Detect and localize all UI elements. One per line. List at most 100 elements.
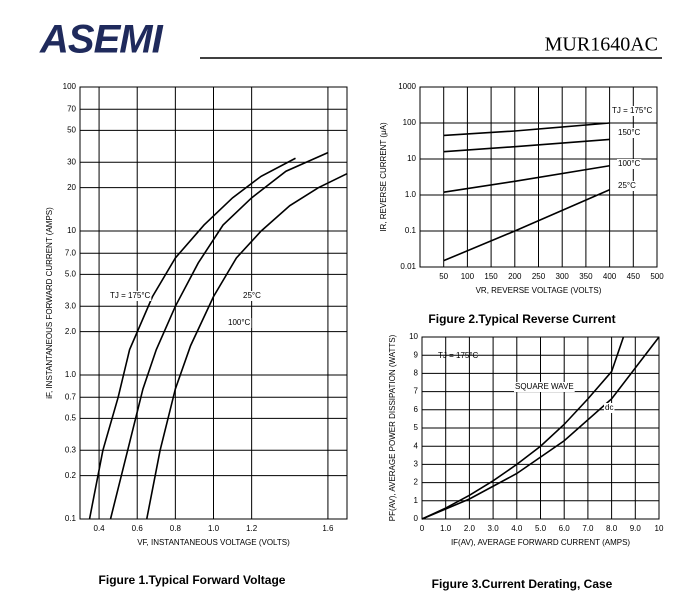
figure-caption: Figure 1.Typical Forward Voltage [99, 573, 286, 587]
y-tick-label: 0.1 [405, 226, 417, 235]
x-tick-label: 1.0 [208, 524, 220, 533]
x-tick-label: 50 [439, 272, 448, 281]
x-tick-label: 0.4 [94, 524, 106, 533]
x-tick-label: 5.0 [535, 524, 547, 533]
y-tick-label: 1.0 [405, 190, 417, 199]
y-tick-label: 10 [67, 226, 76, 235]
label-bg [611, 106, 654, 116]
x-tick-label: 250 [532, 272, 546, 281]
y-tick-label: 100 [403, 118, 417, 127]
series-label: 100°C [618, 159, 641, 168]
y-tick-label: 5 [414, 423, 419, 432]
y-tick-label: 0.1 [65, 514, 77, 523]
curve [109, 151, 329, 520]
series-label: 100°C [228, 318, 251, 327]
y-tick-label: 0.7 [65, 392, 77, 401]
x-tick-label: 100 [461, 272, 475, 281]
y-tick-label: 0.01 [400, 262, 416, 271]
y-tick-label: 70 [67, 104, 76, 113]
series-label: dc [605, 403, 613, 412]
label-bg [514, 382, 575, 392]
x-axis-label: VR, REVERSE VOLTAGE (VOLTS) [476, 286, 602, 295]
y-tick-label: 1 [414, 496, 419, 505]
y-tick-label: 0.2 [65, 471, 77, 480]
x-axis-label: IF(AV), AVERAGE FORWARD CURRENT (AMPS) [451, 538, 630, 547]
y-tick-label: 0.3 [65, 445, 77, 454]
x-tick-label: 4.0 [511, 524, 523, 533]
curve [421, 336, 660, 520]
y-tick-label: 10 [407, 154, 416, 163]
y-tick-label: 0.5 [65, 413, 77, 422]
x-tick-label: 500 [650, 272, 664, 281]
x-axis-label: VF, INSTANTANEOUS VOLTAGE (VOLTS) [137, 538, 290, 547]
y-tick-label: 7.0 [65, 248, 77, 257]
y-tick-label: 20 [67, 183, 76, 192]
y-tick-label: 5.0 [65, 269, 77, 278]
curve [443, 189, 610, 262]
label-bg [617, 159, 642, 169]
y-tick-label: 9 [414, 350, 419, 359]
y-tick-label: 1000 [398, 82, 416, 91]
x-tick-label: 1.0 [440, 524, 452, 533]
label-bg [617, 181, 637, 191]
label-bg [242, 291, 262, 301]
x-tick-label: 7.0 [582, 524, 594, 533]
y-axis-label: iF, INSTANTANEOUS FORWARD CURRENT (AMPS) [45, 207, 54, 399]
y-tick-label: 0 [414, 514, 419, 523]
series-label: TJ = 175°C [110, 291, 151, 300]
y-tick-label: 7 [414, 387, 419, 396]
series-label: SQUARE WAVE [515, 382, 574, 391]
x-tick-label: 450 [627, 272, 641, 281]
curve [88, 157, 296, 520]
brand-logo: ASEMI [39, 18, 164, 62]
curve [145, 172, 348, 520]
x-tick-label: 2.0 [464, 524, 476, 533]
y-tick-label: 10 [409, 332, 418, 341]
label-bg [227, 318, 252, 328]
y-tick-label: 100 [63, 82, 77, 91]
x-tick-label: 8.0 [606, 524, 618, 533]
label-bg [604, 403, 615, 413]
y-tick-label: 4 [414, 441, 419, 450]
x-tick-label: 9.0 [630, 524, 642, 533]
x-tick-label: 6.0 [559, 524, 571, 533]
y-tick-label: 1.0 [65, 370, 77, 379]
series-label: 25°C [618, 181, 636, 190]
annotation: TJ = 175°C [438, 351, 479, 360]
x-tick-label: 0.6 [132, 524, 144, 533]
figure-caption: Figure 2.Typical Reverse Current [428, 312, 615, 326]
y-tick-label: 30 [67, 157, 76, 166]
y-tick-label: 3 [414, 460, 419, 469]
x-tick-label: 150 [484, 272, 498, 281]
y-tick-label: 2.0 [65, 327, 77, 336]
x-tick-label: 1.2 [246, 524, 258, 533]
x-tick-label: 200 [508, 272, 522, 281]
series-label: TJ = 175°C [612, 106, 653, 115]
x-tick-label: 10 [655, 524, 664, 533]
curve [443, 138, 610, 153]
curve [443, 122, 610, 137]
y-axis-label: IR, REVERSE CURRENT (μA) [379, 122, 388, 232]
label-bg [617, 128, 642, 138]
x-tick-label: 0.8 [170, 524, 182, 533]
x-tick-label: 3.0 [488, 524, 500, 533]
x-tick-label: 300 [556, 272, 570, 281]
label-bg [109, 291, 152, 301]
x-tick-label: 0 [420, 524, 425, 533]
curve [443, 164, 610, 193]
y-tick-label: 8 [414, 369, 419, 378]
x-tick-label: 350 [579, 272, 593, 281]
part-number: MUR1640AC [545, 34, 658, 56]
y-axis-label: PF(AV), AVERAGE POWER DISSIPATION (WATTS… [388, 334, 397, 521]
y-tick-label: 6 [414, 405, 419, 414]
y-tick-label: 2 [414, 478, 419, 487]
curve [421, 336, 625, 520]
x-tick-label: 400 [603, 272, 617, 281]
x-tick-label: 1.6 [322, 524, 334, 533]
y-tick-label: 3.0 [65, 301, 77, 310]
series-label: 150°C [618, 128, 641, 137]
series-label: 25°C [243, 291, 261, 300]
figure-caption: Figure 3.Current Derating, Case [432, 577, 613, 591]
y-tick-label: 50 [67, 125, 76, 134]
